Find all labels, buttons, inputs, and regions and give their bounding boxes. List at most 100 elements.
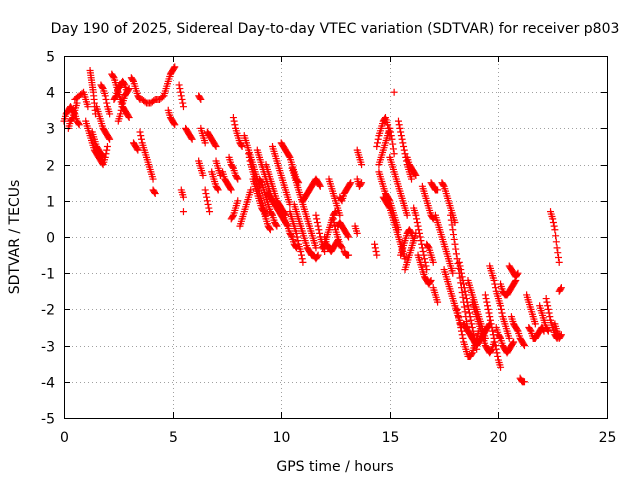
- data-point: [460, 303, 468, 311]
- x-tick-label: 15: [382, 430, 400, 446]
- data-point: [315, 226, 323, 234]
- data-point: [73, 99, 81, 107]
- data-point: [99, 153, 107, 161]
- data-point: [297, 251, 305, 259]
- data-point: [353, 229, 361, 237]
- data-point: [120, 80, 128, 88]
- data-point: [247, 186, 255, 194]
- data-point: [468, 320, 476, 328]
- data-point: [492, 342, 500, 350]
- data-point: [390, 88, 398, 96]
- chart-title: Day 190 of 2025, Sidereal Day-to-day VTE…: [51, 21, 620, 37]
- x-tick-labels: 0 5 10 15 20 25: [60, 430, 616, 446]
- data-point: [294, 237, 302, 245]
- data-point: [520, 340, 528, 348]
- data-point: [451, 240, 459, 248]
- data-point: [458, 273, 466, 281]
- data-point: [292, 229, 300, 237]
- data-point: [321, 247, 329, 255]
- data-point: [448, 221, 456, 229]
- data-point: [455, 258, 463, 266]
- data-point: [118, 103, 126, 111]
- data-point: [449, 226, 457, 234]
- data-point: [229, 212, 237, 220]
- data-point: [489, 327, 497, 335]
- data-point: [553, 244, 561, 252]
- data-point: [426, 278, 434, 286]
- data-point: [482, 295, 490, 303]
- data-point: [384, 121, 392, 129]
- data-point: [411, 170, 419, 178]
- data-point: [463, 295, 471, 303]
- data-point: [421, 255, 429, 263]
- data-point: [449, 269, 457, 277]
- data-point: [416, 233, 424, 241]
- data-point: [481, 291, 489, 299]
- data-point: [187, 134, 195, 142]
- data-point: [111, 93, 119, 101]
- data-point: [129, 76, 137, 84]
- data-point: [171, 63, 179, 71]
- data-point: [314, 251, 322, 259]
- data-point: [398, 135, 406, 143]
- data-point: [313, 219, 321, 227]
- data-point: [429, 258, 437, 266]
- data-point: [387, 132, 395, 140]
- data-point: [374, 135, 382, 143]
- data-point: [549, 219, 557, 227]
- data-point: [373, 251, 381, 259]
- data-point: [179, 103, 187, 111]
- data-point: [419, 247, 427, 255]
- data-point: [358, 161, 366, 169]
- data-point: [106, 110, 114, 118]
- data-point: [381, 115, 389, 123]
- data-point: [427, 276, 435, 284]
- data-point: [266, 225, 274, 233]
- data-point: [316, 182, 324, 190]
- data-point: [116, 110, 124, 118]
- data-point: [418, 244, 426, 252]
- data-point: [188, 135, 196, 143]
- data-point: [412, 171, 420, 179]
- y-axis-label: SDTVAR / TECUs: [7, 180, 23, 295]
- data-point: [408, 175, 416, 183]
- data-point: [520, 342, 528, 350]
- data-point: [125, 85, 133, 93]
- data-point: [458, 331, 466, 339]
- data-point: [279, 210, 287, 218]
- data-point: [542, 295, 550, 303]
- data-point: [137, 132, 145, 140]
- data-point: [510, 338, 518, 346]
- data-point: [149, 175, 157, 183]
- data-point: [390, 150, 398, 158]
- data-point: [298, 255, 306, 263]
- data-point: [468, 324, 476, 331]
- data-point: [338, 244, 346, 252]
- data-point: [246, 157, 254, 165]
- data-point: [176, 85, 184, 93]
- y-tick-label: 2: [46, 159, 55, 175]
- data-point: [484, 302, 492, 310]
- data-point: [550, 222, 558, 230]
- data-point: [171, 121, 179, 129]
- data-point: [117, 106, 125, 114]
- y-tick-label: -4: [41, 376, 55, 392]
- data-point: [137, 135, 145, 143]
- data-point: [415, 226, 423, 234]
- data-point: [494, 352, 502, 360]
- data-point: [106, 135, 114, 143]
- data-point: [457, 269, 465, 277]
- data-point: [492, 345, 500, 353]
- data-point: [197, 95, 205, 103]
- data-point: [388, 135, 396, 143]
- y-tick-label: 0: [46, 231, 55, 247]
- data-point: [204, 200, 212, 208]
- data-point: [170, 64, 178, 72]
- data-point: [373, 139, 381, 147]
- data-point: [227, 186, 235, 194]
- data-point: [461, 287, 469, 295]
- data-point: [414, 222, 422, 230]
- data-point: [74, 120, 82, 128]
- y-tick-label: 1: [46, 195, 55, 211]
